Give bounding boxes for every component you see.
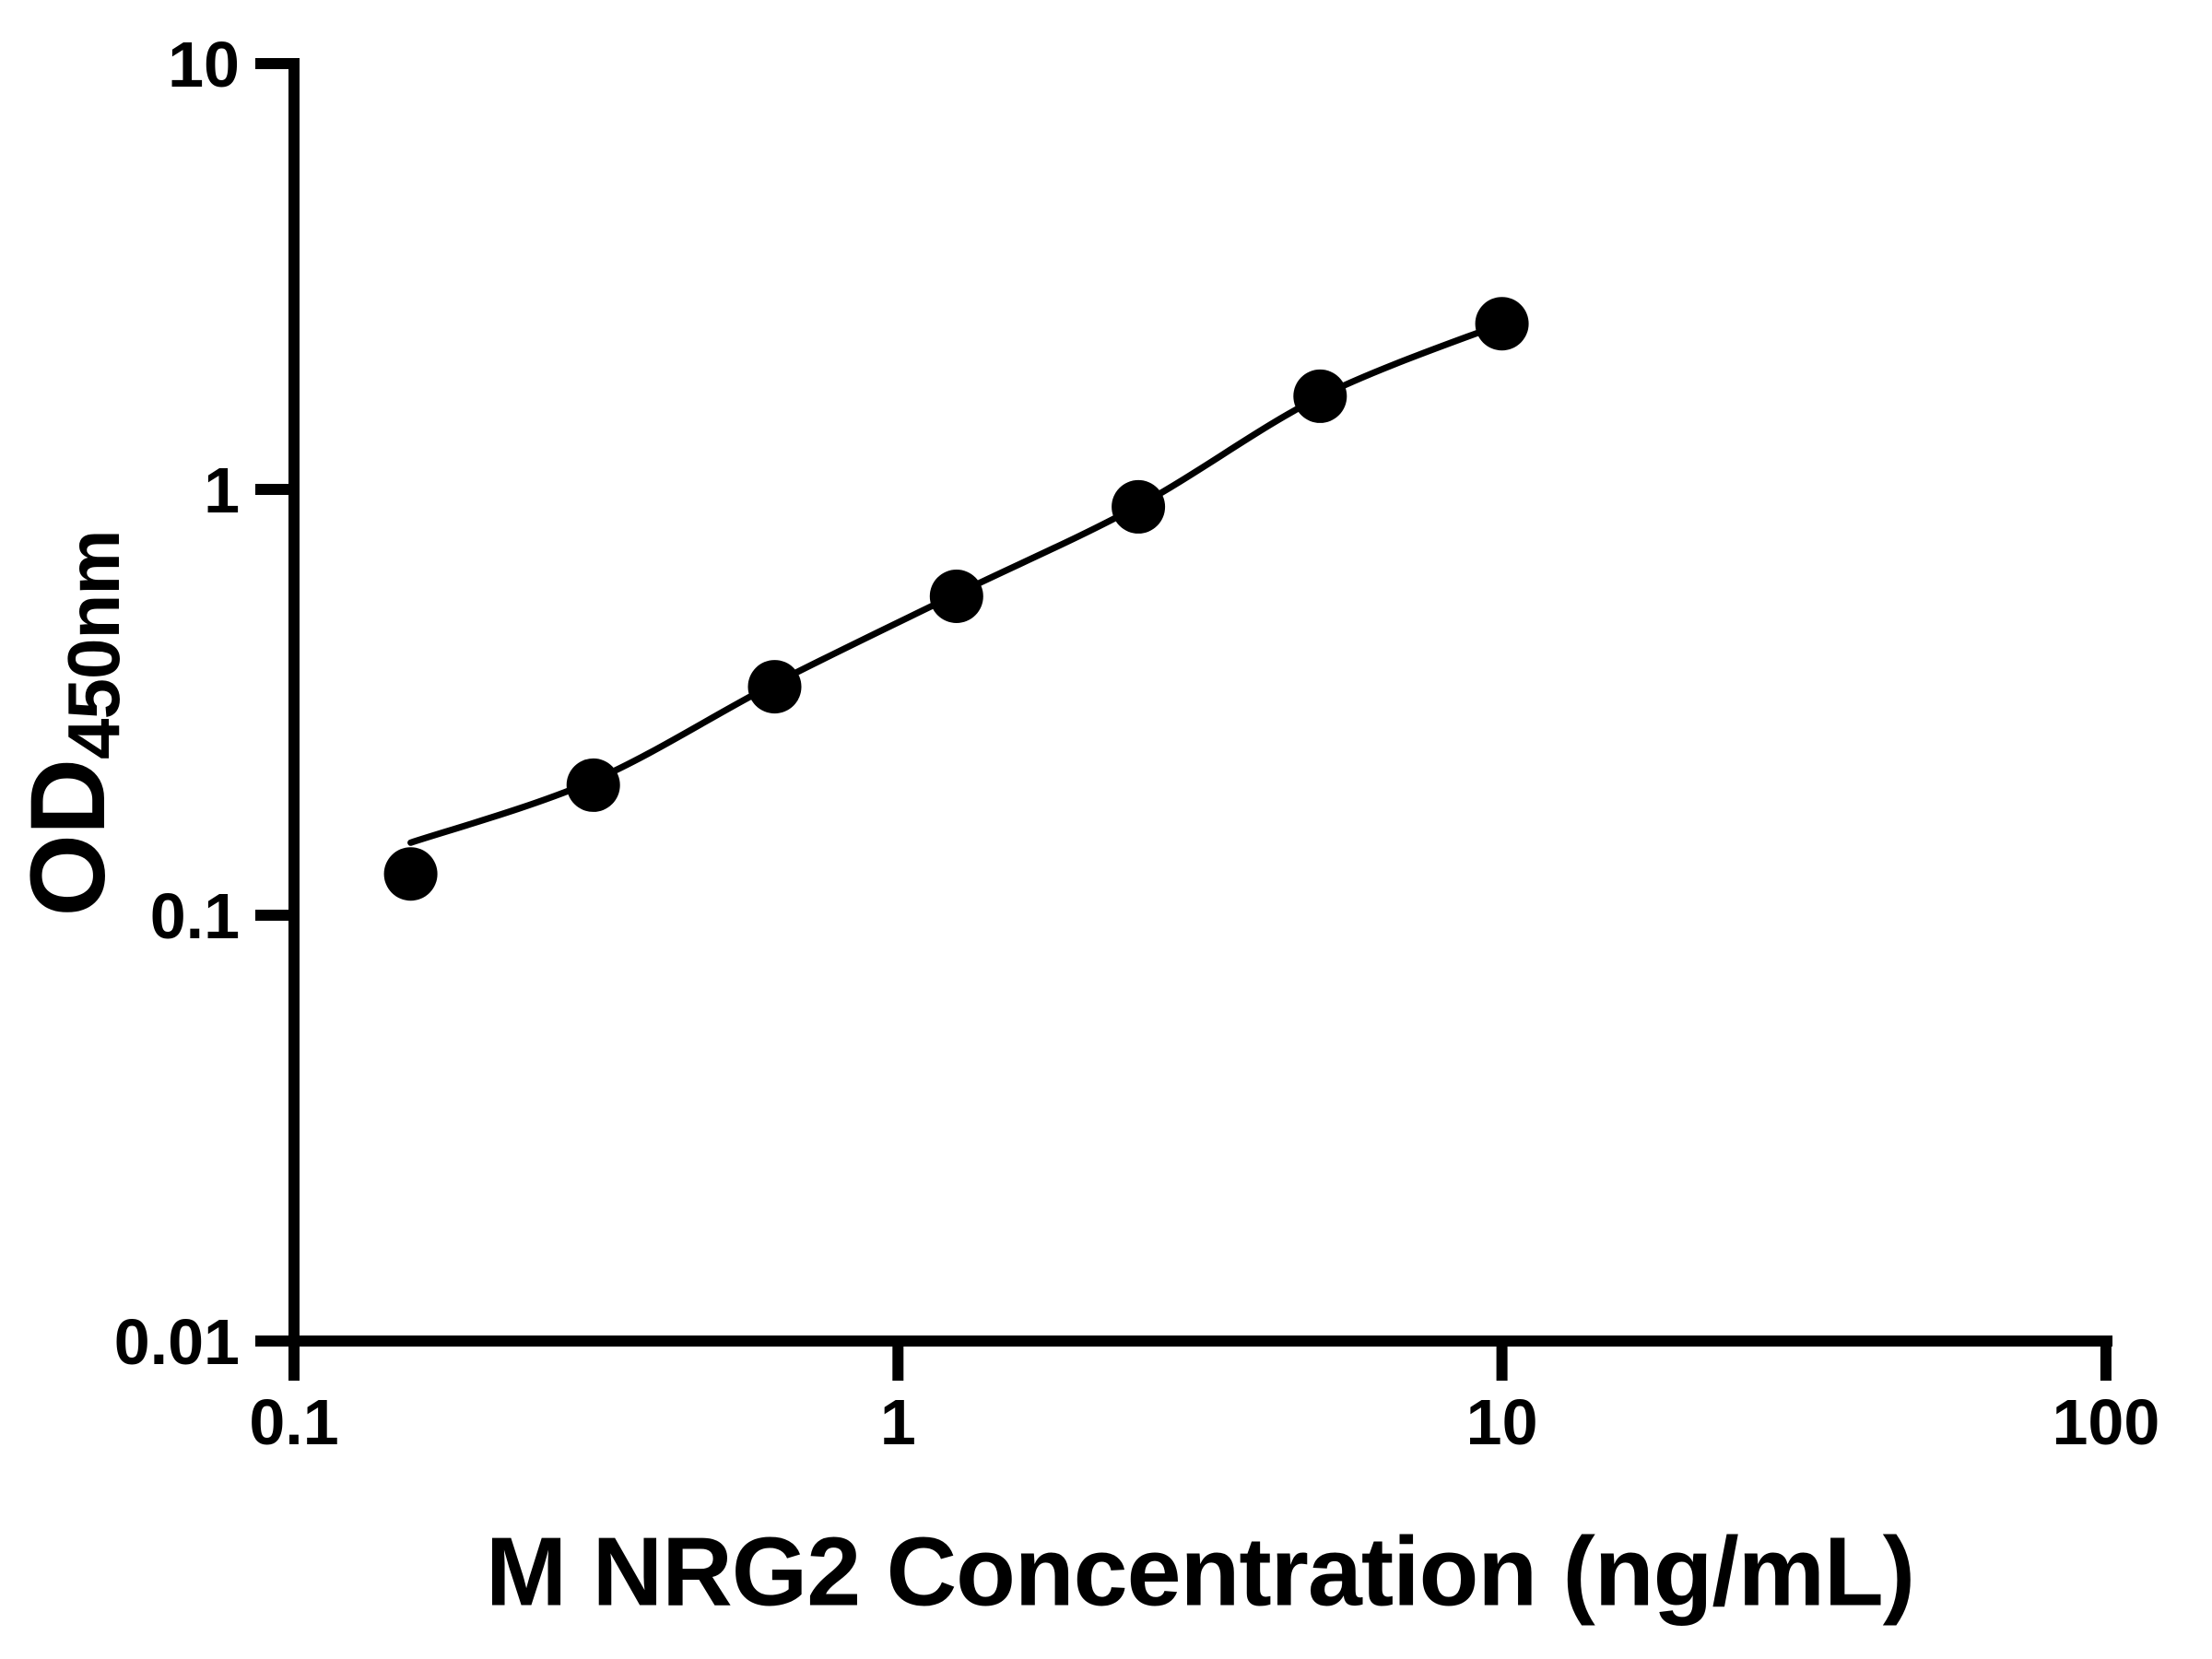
y-axis-title-main: OD: [9, 759, 127, 917]
y-tick-label: 0.1: [150, 880, 240, 952]
x-tick-label: 0.1: [249, 1386, 338, 1458]
data-point: [1475, 297, 1529, 351]
y-axis-title-subscript: 450nm: [53, 530, 135, 759]
data-point: [383, 847, 438, 901]
x-axis-line: [288, 1335, 2112, 1347]
y-tick-label: 1: [204, 454, 240, 526]
y-axis-line: [288, 58, 300, 1381]
x-tick: [2100, 1335, 2112, 1381]
x-tick-label: 1: [880, 1386, 916, 1458]
data-point: [1112, 479, 1166, 534]
data-point: [929, 570, 983, 623]
x-axis-title: M NRG2 Concentration (ng/mL): [485, 1517, 1915, 1627]
data-point: [1293, 369, 1347, 423]
y-tick-label: 10: [168, 29, 240, 100]
data-point: [747, 660, 802, 714]
y-tick: [255, 1335, 288, 1347]
x-tick-label: 10: [1466, 1386, 1538, 1458]
y-tick-label: 0.01: [114, 1306, 240, 1378]
data-point: [566, 758, 620, 812]
x-tick-label: 100: [2053, 1386, 2160, 1458]
y-axis-title: OD450nm: [7, 531, 136, 917]
x-tick: [892, 1335, 904, 1381]
x-tick: [1496, 1335, 1508, 1381]
y-tick: [255, 910, 288, 921]
x-tick: [288, 1335, 300, 1381]
y-tick: [255, 58, 288, 69]
y-tick: [255, 484, 288, 495]
